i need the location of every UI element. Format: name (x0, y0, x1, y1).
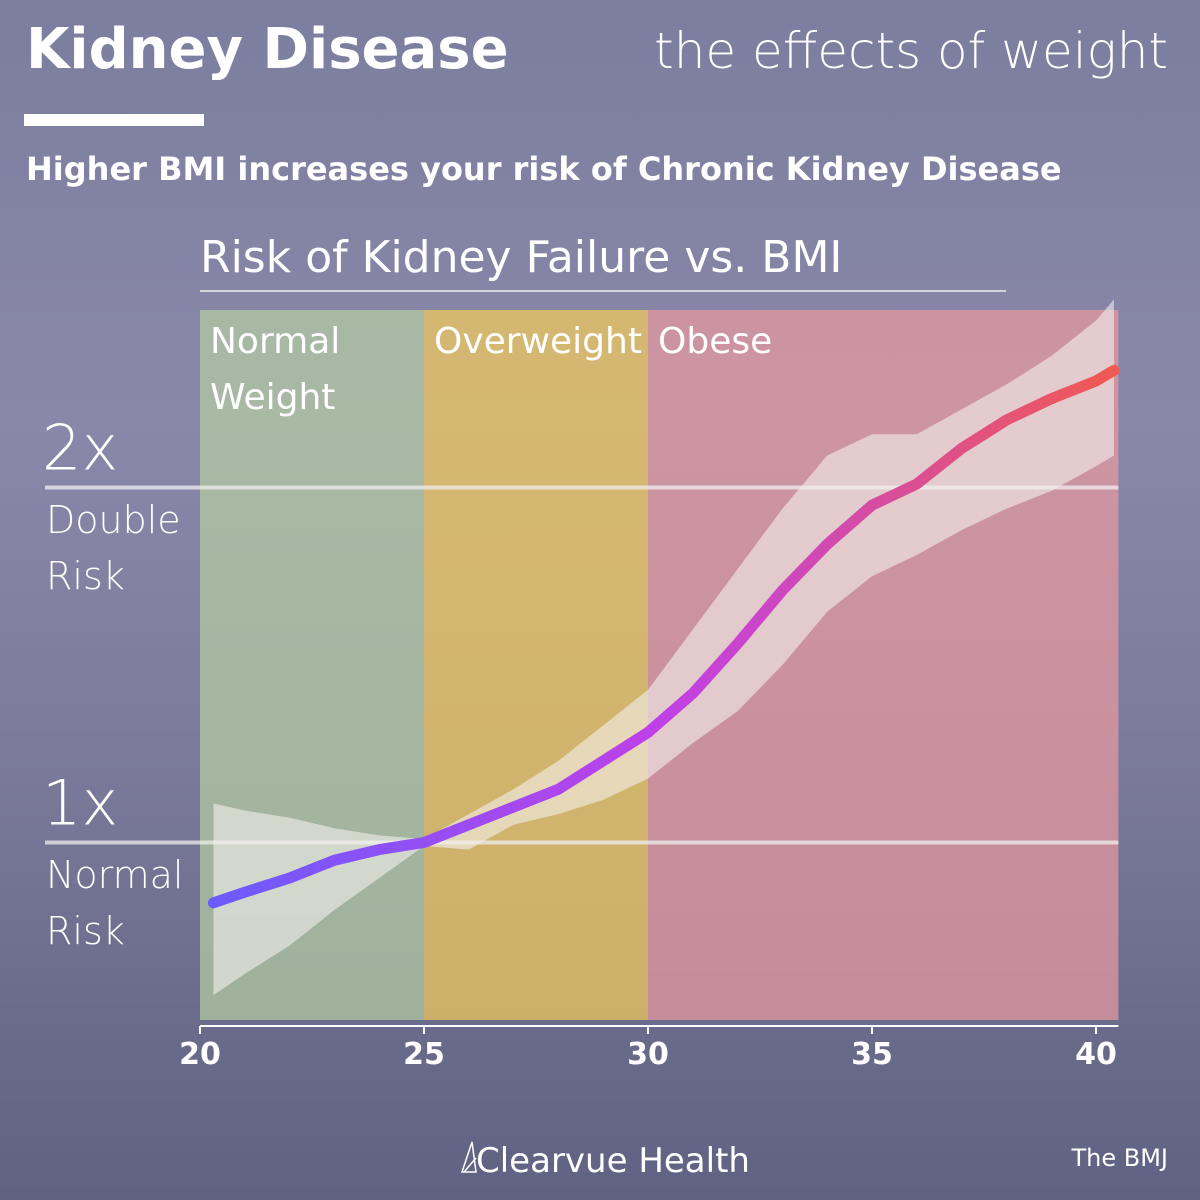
tagline: the effects of weight (654, 22, 1168, 80)
title: Kidney Disease (26, 17, 509, 82)
x-tick-label: 40 (1075, 1037, 1117, 1072)
region-label: Obese (658, 321, 773, 362)
y-tick-label: 1x (42, 767, 118, 840)
headline: Higher BMI increases your risk of Chroni… (26, 150, 1062, 188)
y-tick-label: 2x (42, 412, 118, 485)
confidence-band (213, 299, 1114, 996)
x-tick-label: 30 (627, 1037, 669, 1072)
bmi-region (424, 310, 648, 1020)
brand: Clearvue Health (476, 1141, 750, 1181)
chart-title: Risk of Kidney Failure vs. BMI (200, 232, 842, 283)
title-underline (24, 114, 204, 126)
risk-line (207, 364, 1120, 909)
x-tick-label: 20 (179, 1037, 221, 1072)
y-tick-note: Normal Risk (46, 852, 184, 953)
x-tick-label: 35 (851, 1037, 893, 1072)
region-label: Normal Weight (210, 321, 341, 418)
y-tick-note: Double Risk (46, 497, 181, 598)
source: The BMJ (1070, 1144, 1168, 1172)
region-label: Overweight (434, 321, 642, 362)
brand-logo (460, 1141, 477, 1173)
x-tick-label: 25 (403, 1037, 445, 1072)
